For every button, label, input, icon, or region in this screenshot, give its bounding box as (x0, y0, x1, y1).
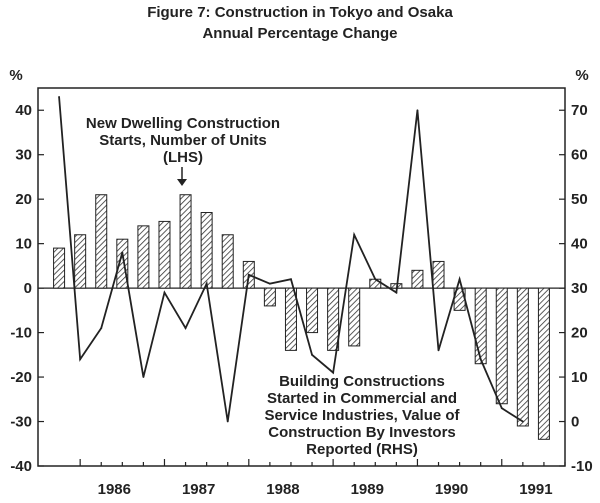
bar (516, 287, 529, 427)
line-annotation: Building Constructions Started in Commer… (264, 373, 460, 458)
line-annotation-line-5: Reported (RHS) (306, 441, 418, 458)
x-tick-label: 1991 (519, 481, 552, 498)
bar (116, 238, 129, 289)
right-tick-label: 70 (571, 102, 588, 119)
x-tick-label: 1986 (98, 481, 131, 498)
left-tick-label: 30 (15, 147, 32, 164)
chart-subtitle: Annual Percentage Change (202, 25, 397, 42)
right-tick-label: -10 (571, 458, 593, 475)
line-point (121, 251, 124, 254)
line-point (395, 291, 398, 294)
left-tick-label: -30 (10, 414, 32, 431)
line-point (247, 273, 250, 276)
bar (495, 287, 508, 405)
line-point (311, 353, 313, 356)
line-point (142, 376, 145, 378)
left-tick-label: 0 (24, 280, 32, 297)
bars-annotation: New Dwelling Construction Starts, Number… (86, 115, 280, 186)
left-tick-label: -20 (10, 369, 32, 386)
left-tick-label: -10 (10, 325, 32, 342)
bars-annotation-line-3: (LHS) (163, 149, 203, 166)
right-axis-unit: % (575, 67, 588, 84)
left-tick-label: 40 (15, 102, 32, 119)
line-point (290, 278, 292, 281)
bar (158, 220, 171, 289)
line-point (58, 95, 60, 98)
bar (411, 269, 424, 289)
bar (179, 194, 192, 289)
line-point (184, 327, 187, 330)
right-tick-label: 60 (571, 147, 588, 164)
line-point (79, 358, 82, 361)
x-tick-label: 1987 (182, 481, 215, 498)
bar (53, 247, 66, 289)
line-point (437, 349, 440, 352)
line-point (458, 278, 461, 281)
line-series (58, 95, 524, 423)
line-point (479, 358, 482, 361)
line-point (205, 282, 208, 285)
x-axis: 1986 1987 1988 1989 1990 1991 (79, 459, 566, 498)
line-point (416, 109, 419, 112)
left-tick-label: -40 (10, 458, 32, 475)
line-annotation-line-1: Building Constructions (279, 373, 445, 390)
bar (327, 287, 340, 351)
left-tick-label: 20 (15, 191, 32, 208)
bar-series (53, 194, 550, 440)
right-tick-label: 30 (571, 280, 588, 297)
line-point (353, 233, 356, 236)
bar (221, 234, 234, 289)
plot-frame (37, 87, 566, 467)
right-tick-label: 50 (571, 191, 588, 208)
bar (200, 212, 213, 289)
right-tick-label: 20 (571, 325, 588, 342)
line-point (521, 420, 524, 423)
line-point (226, 420, 229, 423)
bar (137, 225, 150, 289)
x-tick-label: 1989 (351, 481, 384, 498)
bar (306, 287, 319, 334)
line-point (374, 278, 377, 281)
x-tick-label: 1990 (435, 481, 468, 498)
bar (74, 234, 87, 289)
line-point (163, 291, 166, 294)
left-axis-unit: % (9, 67, 22, 84)
bar (95, 194, 108, 289)
bar (432, 260, 445, 289)
bar (537, 287, 550, 440)
bar (348, 287, 361, 347)
line-point (500, 407, 503, 410)
line-point (100, 327, 103, 330)
right-tick-label: 40 (571, 236, 588, 253)
right-tick-label: 0 (571, 414, 579, 431)
x-tick-label: 1988 (266, 481, 299, 498)
chart-title: Figure 7: Construction in Tokyo and Osak… (147, 4, 453, 21)
line-annotation-line-2: Started in Commercial and (267, 390, 457, 407)
bar (474, 287, 487, 365)
bar (263, 287, 276, 307)
bar (284, 287, 297, 351)
right-tick-label: 10 (571, 369, 588, 386)
bar (369, 278, 382, 289)
left-tick-label: 10 (15, 236, 32, 253)
left-axis: 40 30 20 10 0 -10 -20 -30 -40 (10, 102, 44, 475)
bars-annotation-arrowhead (177, 179, 187, 186)
right-axis: 70 60 50 40 30 20 10 0 -10 (559, 102, 593, 475)
bars-annotation-line-1: New Dwelling Construction (86, 115, 280, 132)
bars-annotation-line-2: Starts, Number of Units (99, 132, 267, 149)
line-annotation-line-4: Construction By Investors (268, 424, 456, 441)
line-point (332, 371, 335, 374)
line-point (268, 282, 271, 285)
line-annotation-line-3: Service Industries, Value of (264, 407, 460, 424)
